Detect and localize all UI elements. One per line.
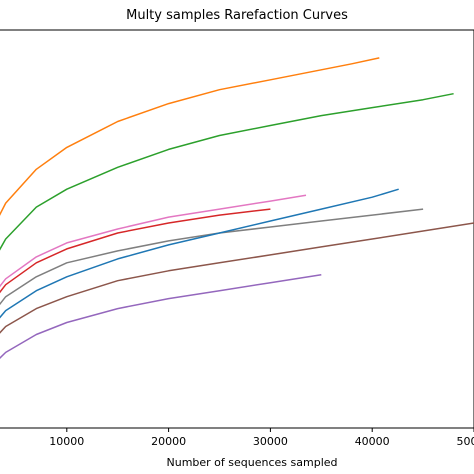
series-layer [0, 57, 474, 360]
x-axis-label: Number of sequences sampled [167, 456, 338, 469]
series-line-2 [0, 92, 454, 251]
plot-frame [0, 29, 474, 429]
x-tick-label: 20000 [151, 435, 186, 448]
x-tick-label: 30000 [253, 435, 288, 448]
series-line-8 [0, 274, 322, 360]
chart-title: Multy samples Rarefaction Curves [126, 8, 348, 23]
series-line-5 [0, 208, 424, 306]
x-tick-label: 10000 [49, 435, 84, 448]
series-line-7 [0, 222, 474, 334]
series-line-4 [0, 208, 271, 294]
x-tick-label: 50000 [457, 435, 474, 448]
x-axis: 10000 20000 30000 40000 50000 [49, 428, 474, 448]
series-line-3 [0, 194, 307, 288]
series-line-6 [0, 188, 399, 319]
series-line-1 [0, 57, 380, 216]
x-tick-label: 40000 [355, 435, 390, 448]
